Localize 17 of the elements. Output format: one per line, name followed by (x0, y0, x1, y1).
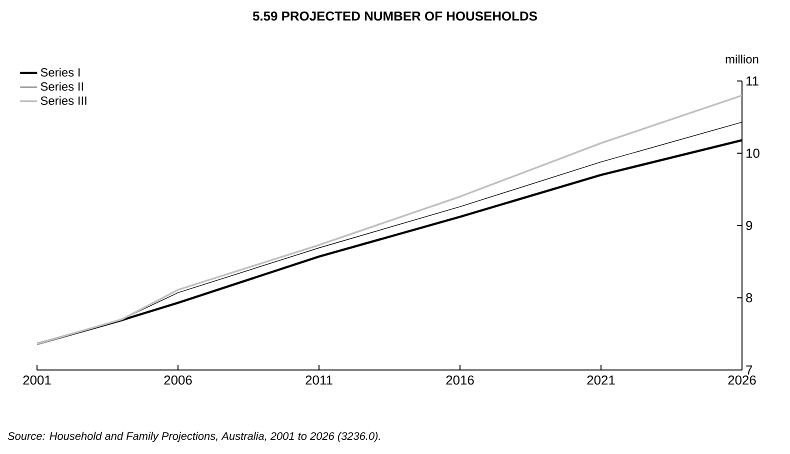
y-tick-label: 11 (746, 76, 758, 86)
x-tick-label: 2026 (728, 376, 756, 385)
chart-title: 5.59 PROJECTED NUMBER OF HOUSEHOLDS (252, 12, 537, 21)
x-tick-label: 2021 (587, 376, 615, 385)
x-tick-label: 2011 (306, 376, 332, 385)
y-tick-label: 8 (746, 293, 752, 302)
x-tick-label: 2006 (164, 376, 192, 385)
legend-label: Series III (40, 96, 86, 105)
source-note: Source: Household and Family Projections, Australia, 2001 to 2026 (3236.0). (8, 432, 380, 442)
legend-label: Series II (40, 82, 83, 91)
x-tick-label: 2001 (23, 376, 51, 385)
y-tick-label: 10 (746, 148, 760, 158)
y-tick-label: 9 (746, 220, 752, 230)
y-axis-title: million (726, 54, 758, 64)
x-tick-label: 2016 (446, 376, 474, 385)
legend-label: Series I (40, 68, 80, 77)
y-tick-label: 7 (746, 366, 752, 374)
